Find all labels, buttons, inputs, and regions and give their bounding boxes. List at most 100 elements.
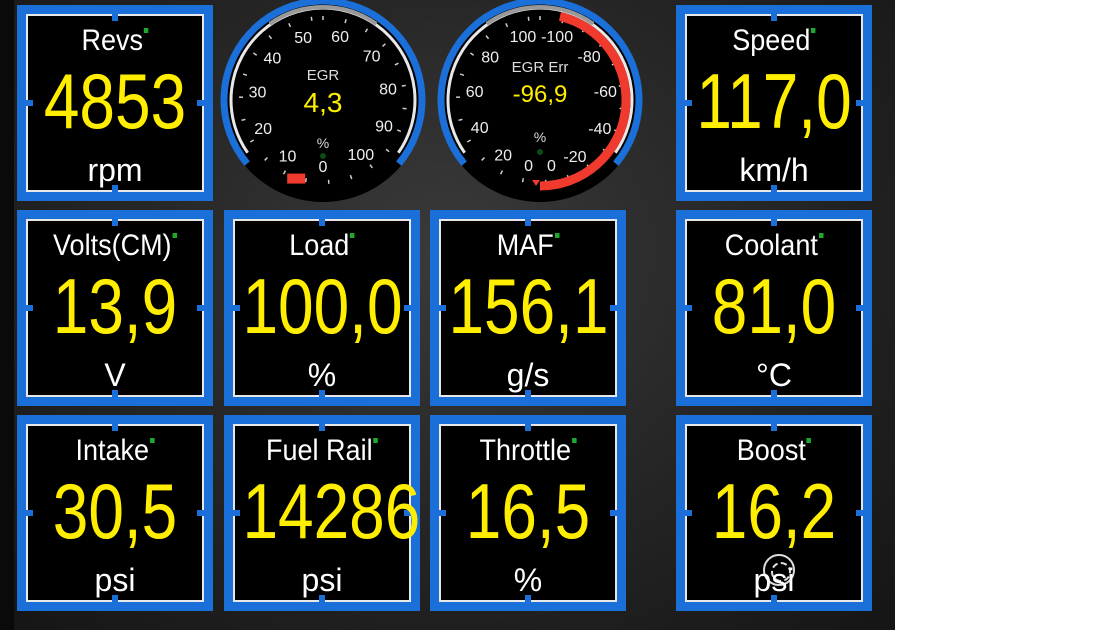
- gauge-label: EGR Err: [512, 59, 569, 76]
- tile-label: Volts(CM): [37, 229, 194, 263]
- tile-value: 16,5: [465, 467, 591, 555]
- tile-throttle[interactable]: Throttle 16,5 %: [430, 415, 626, 611]
- frame-notch: [610, 305, 624, 311]
- tile-load[interactable]: Load 100,0 %: [224, 210, 420, 406]
- tile-label: Fuel Rail: [244, 434, 401, 468]
- tile-intake[interactable]: Intake 30,5 psi: [17, 415, 213, 611]
- frame-notch: [678, 510, 692, 516]
- tile-unit: V: [104, 357, 126, 393]
- frame-notch: [856, 510, 870, 516]
- frame-notch: [319, 212, 325, 226]
- tile-unit: %: [307, 357, 337, 393]
- tile-value: 117,0: [696, 57, 852, 145]
- tile-unit: g/s: [506, 357, 550, 393]
- gauge-egr-err: 0 20 40 60 80 100 -100-80 -60 -40-20 0 EGR Err -96,…: [437, 0, 643, 202]
- gauge-label: EGR: [307, 67, 340, 84]
- gauge-tick-label: 10: [279, 149, 297, 166]
- gauge-tick-label: 90: [375, 118, 393, 135]
- gauge-tick: [385, 148, 390, 153]
- status-indicator-icon: [554, 233, 560, 238]
- gauge-tick: [310, 16, 313, 21]
- gauge-value-arc: [539, 11, 631, 191]
- tile-label-text: Speed: [732, 24, 811, 57]
- gauge-unit: %: [534, 129, 546, 145]
- tile-label: Load: [244, 229, 401, 263]
- gauge-tick-label: 40: [471, 120, 489, 137]
- tile-label-text: Revs: [81, 24, 144, 57]
- tile-fuel-rail[interactable]: Fuel Rail 14286 psi: [224, 415, 420, 611]
- tile-body: Fuel Rail 14286 psi: [226, 417, 420, 609]
- gauge-tick: [527, 16, 530, 21]
- tile-maf[interactable]: MAF 156,1 g/s: [430, 210, 626, 406]
- frame-notch: [404, 305, 418, 311]
- gauge-tick-label: -80: [577, 49, 600, 66]
- tile-value: 81,0: [711, 262, 837, 350]
- tile-label: Revs: [37, 24, 194, 58]
- frame-notch: [678, 100, 692, 106]
- gauge-tick-label: 0: [547, 158, 556, 175]
- frame-notch: [19, 305, 33, 311]
- frame-notch: [856, 305, 870, 311]
- gauge-tick-label: 20: [494, 148, 512, 165]
- tile-boost[interactable]: Boost 16,2 psi: [676, 415, 872, 611]
- tile-value: 4853: [43, 57, 187, 145]
- tile-body: Coolant 81,0 °C: [678, 212, 870, 404]
- tile-revs[interactable]: Revs 4853 rpm: [17, 5, 213, 201]
- tile-label-text: Boost: [736, 434, 806, 467]
- turbo-icon: [763, 554, 795, 586]
- tile-label-text: MAF: [496, 229, 554, 262]
- gauge-unit: %: [317, 135, 329, 151]
- tile-body: Intake 30,5 psi: [19, 417, 211, 609]
- frame-notch: [319, 595, 325, 609]
- gauge-tick: [349, 174, 353, 180]
- status-indicator-icon: [143, 28, 149, 33]
- gauge-tick: [344, 19, 347, 24]
- tile-label-text: Fuel Rail: [266, 434, 373, 467]
- gauge-tick-label: -60: [594, 84, 617, 101]
- status-indicator-icon: [149, 438, 155, 443]
- tile-body: Volts(CM) 13,9 V: [19, 212, 211, 404]
- tile-body: Throttle 16,5 %: [432, 417, 624, 609]
- gauge-tick: [369, 164, 373, 169]
- frame-notch: [197, 100, 211, 106]
- tile-body: Speed 117,0 km/h: [678, 7, 870, 199]
- frame-notch: [112, 7, 118, 21]
- tile-body: Load 100,0 %: [226, 212, 418, 404]
- tile-value: 30,5: [52, 467, 178, 555]
- gauge-tick-label: 20: [254, 121, 272, 138]
- gauge-face: [438, 0, 642, 202]
- gauge-tick: [268, 35, 273, 40]
- frame-notch: [525, 212, 531, 226]
- tile-volts-cm[interactable]: Volts(CM) 13,9 V: [17, 210, 213, 406]
- gauge-tick-label: 0: [524, 158, 533, 175]
- frame-notch: [771, 7, 777, 21]
- tile-unit: %: [513, 562, 543, 598]
- gauge-tick: [381, 43, 386, 48]
- gauge-tick: [466, 139, 472, 143]
- tile-speed[interactable]: Speed 117,0 km/h: [676, 5, 872, 201]
- frame-notch: [771, 212, 777, 226]
- tile-unit: psi: [753, 562, 795, 598]
- tile-value: 156,1: [448, 262, 609, 350]
- frame-notch: [319, 390, 325, 404]
- tile-value: 13,9: [52, 262, 178, 350]
- gauge-tick-label: 100: [348, 147, 375, 164]
- gauge-tick: [252, 52, 258, 56]
- status-indicator-icon: [806, 438, 812, 443]
- tile-label: Throttle: [450, 434, 607, 468]
- tile-unit: °C: [756, 357, 792, 393]
- tile-unit: km/h: [739, 152, 809, 188]
- tile-coolant[interactable]: Coolant 81,0 °C: [676, 210, 872, 406]
- frame-notch: [525, 390, 531, 404]
- gauge-value: 4,3: [304, 87, 343, 118]
- tile-body: Boost 16,2 psi: [678, 417, 870, 609]
- gauge-tick-label: -100: [541, 29, 573, 46]
- tile-label: MAF: [450, 229, 607, 263]
- gauge-tick: [469, 52, 475, 56]
- gauge-tick: [505, 22, 509, 28]
- frame-notch: [226, 305, 240, 311]
- gauge-tick: [242, 73, 248, 76]
- status-indicator-icon: [537, 149, 543, 155]
- frame-notch: [112, 390, 118, 404]
